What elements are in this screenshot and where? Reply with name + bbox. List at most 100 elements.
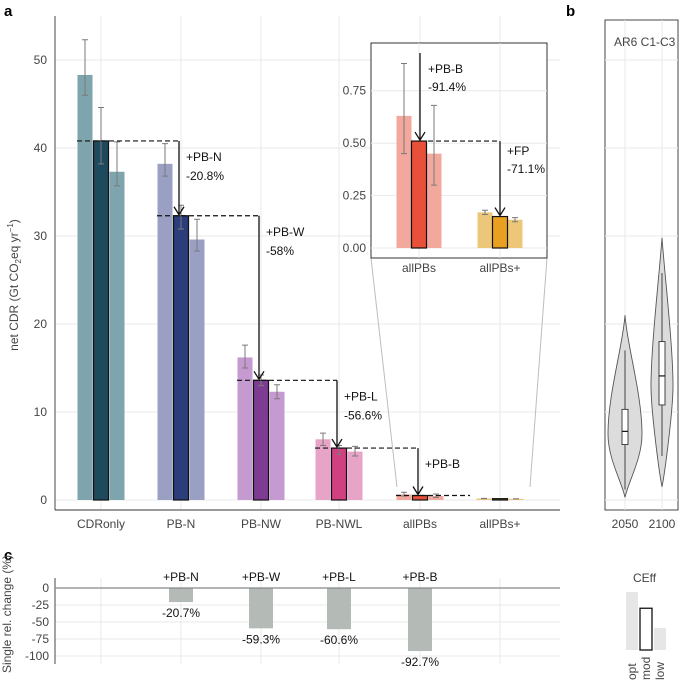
panel-c-bar-pbb bbox=[408, 588, 432, 652]
panel-a-x-tick-label: allPBs+ bbox=[479, 517, 520, 531]
panel-a-y-tick-label: 20 bbox=[34, 317, 48, 331]
panel-a-inset: +PB-B -91.4% +FP -71.1% 0.00 0.25 0.50 0.75 al… bbox=[343, 42, 548, 488]
errorbar-optimistic bbox=[162, 143, 168, 177]
inset-errorbar-optimistic bbox=[401, 62, 407, 155]
legend-title: CEff bbox=[633, 571, 657, 585]
inset-bar-allpbs-optimistic bbox=[477, 212, 493, 248]
errorbar-low bbox=[194, 218, 200, 252]
panel-c-value-label: -92.7% bbox=[401, 655, 439, 669]
inset-bar-allpbs-moderate bbox=[491, 215, 509, 249]
change-arrow bbox=[331, 380, 343, 449]
panel-c-y-tick-label: -75 bbox=[32, 632, 50, 646]
panel-c-y-axis-label: Single rel. change (%) bbox=[0, 555, 14, 673]
panel-a-y-tick-label: 0 bbox=[40, 493, 47, 507]
panel-a-y-tick-label: 50 bbox=[34, 53, 48, 67]
panel-a-y-tick-label: 10 bbox=[34, 405, 48, 419]
bar-allpbs-moderate bbox=[491, 498, 509, 501]
panel-a-x-tick-label: PB-N bbox=[167, 517, 196, 531]
panel-a-x-tick-label: PB-NW bbox=[241, 517, 282, 531]
legend-bar-mod bbox=[639, 607, 653, 651]
panel-c-category-label: +PB-N bbox=[163, 570, 199, 584]
change-arrow bbox=[253, 215, 265, 381]
change-arrow bbox=[173, 140, 185, 216]
change-percent: -20.8% bbox=[186, 169, 224, 183]
bar-allpbs-moderate bbox=[411, 494, 429, 501]
bar-pbnwl-low bbox=[347, 451, 363, 500]
bar-allpbs-low bbox=[428, 496, 444, 500]
errorbar-low bbox=[114, 141, 120, 187]
inset-change-arrow bbox=[494, 141, 506, 217]
inset-y-tick-label: 0.25 bbox=[343, 189, 367, 203]
legend-bar-opt bbox=[626, 592, 638, 650]
inset-bar-allpbs-moderate bbox=[410, 140, 428, 249]
panel-a-y-tick-label: 30 bbox=[34, 229, 48, 243]
panel-b-x-tick-label: 2100 bbox=[649, 517, 676, 531]
inset-change-label: +PB-B bbox=[428, 62, 463, 76]
panel-c-value-label: -59.3% bbox=[242, 632, 280, 646]
panel-c-y-tick-label: -50 bbox=[32, 615, 50, 629]
panel-c-bar-pbn bbox=[169, 588, 193, 603]
panel-c-category-label: +PB-W bbox=[242, 570, 281, 584]
change-percent: -56.6% bbox=[344, 408, 382, 422]
svg-text:net CDR (Gt CO2eq yr−1): net CDR (Gt CO2eq yr−1) bbox=[6, 219, 23, 351]
bar-cdronly-moderate bbox=[92, 140, 110, 501]
bar-pbnwl-moderate bbox=[330, 447, 348, 501]
inset-change-percent: -91.4% bbox=[428, 80, 466, 94]
legend-label-opt: opt bbox=[625, 663, 639, 680]
inset-y-tick-label: 0.50 bbox=[343, 136, 367, 150]
panel-b-title: AR6 C1-C3 bbox=[614, 35, 676, 49]
bar-allpbs-optimistic bbox=[476, 498, 492, 500]
panel-a-y-axis-label: net CDR (Gt CO2eq yr−1) bbox=[6, 219, 23, 351]
panel-c-value-label: -60.6% bbox=[320, 633, 358, 647]
panel-c-chart: Single rel. change (%) +PB-N -20.7% +PB-W -… bbox=[0, 555, 560, 673]
bar-cdronly-optimistic bbox=[77, 74, 93, 501]
panel-c-bar-pbw bbox=[249, 588, 273, 629]
panel-c-category-label: +PB-L bbox=[322, 570, 356, 584]
panel-c-value-label: -20.7% bbox=[162, 606, 200, 620]
inset-y-tick-label: 0.00 bbox=[343, 241, 367, 255]
panel-label-b: b bbox=[566, 3, 575, 20]
change-percent: -58% bbox=[266, 244, 294, 258]
boxplot-box bbox=[658, 341, 666, 406]
bar-pbnwl-optimistic bbox=[315, 439, 331, 500]
change-label: +PB-W bbox=[266, 225, 305, 239]
panel-a-chart: net CDR (Gt CO2eq yr−1) +PB-N -20.8% +PB-W… bbox=[6, 16, 560, 531]
bar-allpbs-low bbox=[508, 498, 524, 500]
change-label: +PB-B bbox=[425, 457, 460, 471]
panel-b-chart: AR6 C1-C3 2050 2100 bbox=[604, 19, 679, 531]
inset-bar-allpbs-optimistic bbox=[396, 115, 412, 248]
boxplot-box bbox=[621, 408, 629, 446]
inset-x-tick-label: allPBs bbox=[402, 261, 436, 275]
legend: CEff opt mod low bbox=[625, 571, 667, 680]
panel-a-x-tick-label: allPBs bbox=[403, 517, 437, 531]
bar-allpbs-optimistic bbox=[396, 494, 412, 500]
legend-label-mod: mod bbox=[639, 657, 653, 680]
bar-pbn-optimistic bbox=[157, 163, 173, 500]
change-arrow bbox=[412, 448, 424, 496]
panel-a-x-tick-label: CDRonly bbox=[77, 517, 125, 531]
inset-errorbar-low bbox=[431, 104, 437, 186]
inset-change-label: +FP bbox=[507, 144, 529, 158]
change-label: +PB-L bbox=[344, 389, 378, 403]
inset-x-tick-label: allPBs+ bbox=[479, 261, 520, 275]
bar-pbn-low bbox=[189, 239, 205, 500]
panel-c-y-tick-label: 0 bbox=[42, 581, 49, 595]
panel-c-category-label: +PB-B bbox=[402, 570, 437, 584]
bar-pbnw-moderate bbox=[252, 379, 270, 501]
inset-change-arrow bbox=[414, 53, 426, 142]
panel-c-bar-pbl bbox=[327, 588, 351, 630]
inset-zoom-line-right bbox=[529, 257, 548, 488]
inset-bar-allpbs-low bbox=[426, 153, 442, 248]
errorbar-moderate bbox=[98, 107, 104, 165]
bar-pbnw-low bbox=[269, 391, 285, 500]
errorbar-low bbox=[274, 384, 280, 400]
errorbar-optimistic bbox=[82, 39, 88, 96]
bar-pbn-moderate bbox=[172, 215, 190, 501]
change-label: +PB-N bbox=[186, 150, 222, 164]
panel-label-a: a bbox=[4, 3, 13, 20]
inset-errorbar-low bbox=[512, 217, 518, 223]
panel-a-x-tick-label: PB-NWL bbox=[316, 517, 363, 531]
inset-y-tick-label: 0.75 bbox=[343, 84, 367, 98]
panel-a-y-tick-label: 40 bbox=[34, 141, 48, 155]
